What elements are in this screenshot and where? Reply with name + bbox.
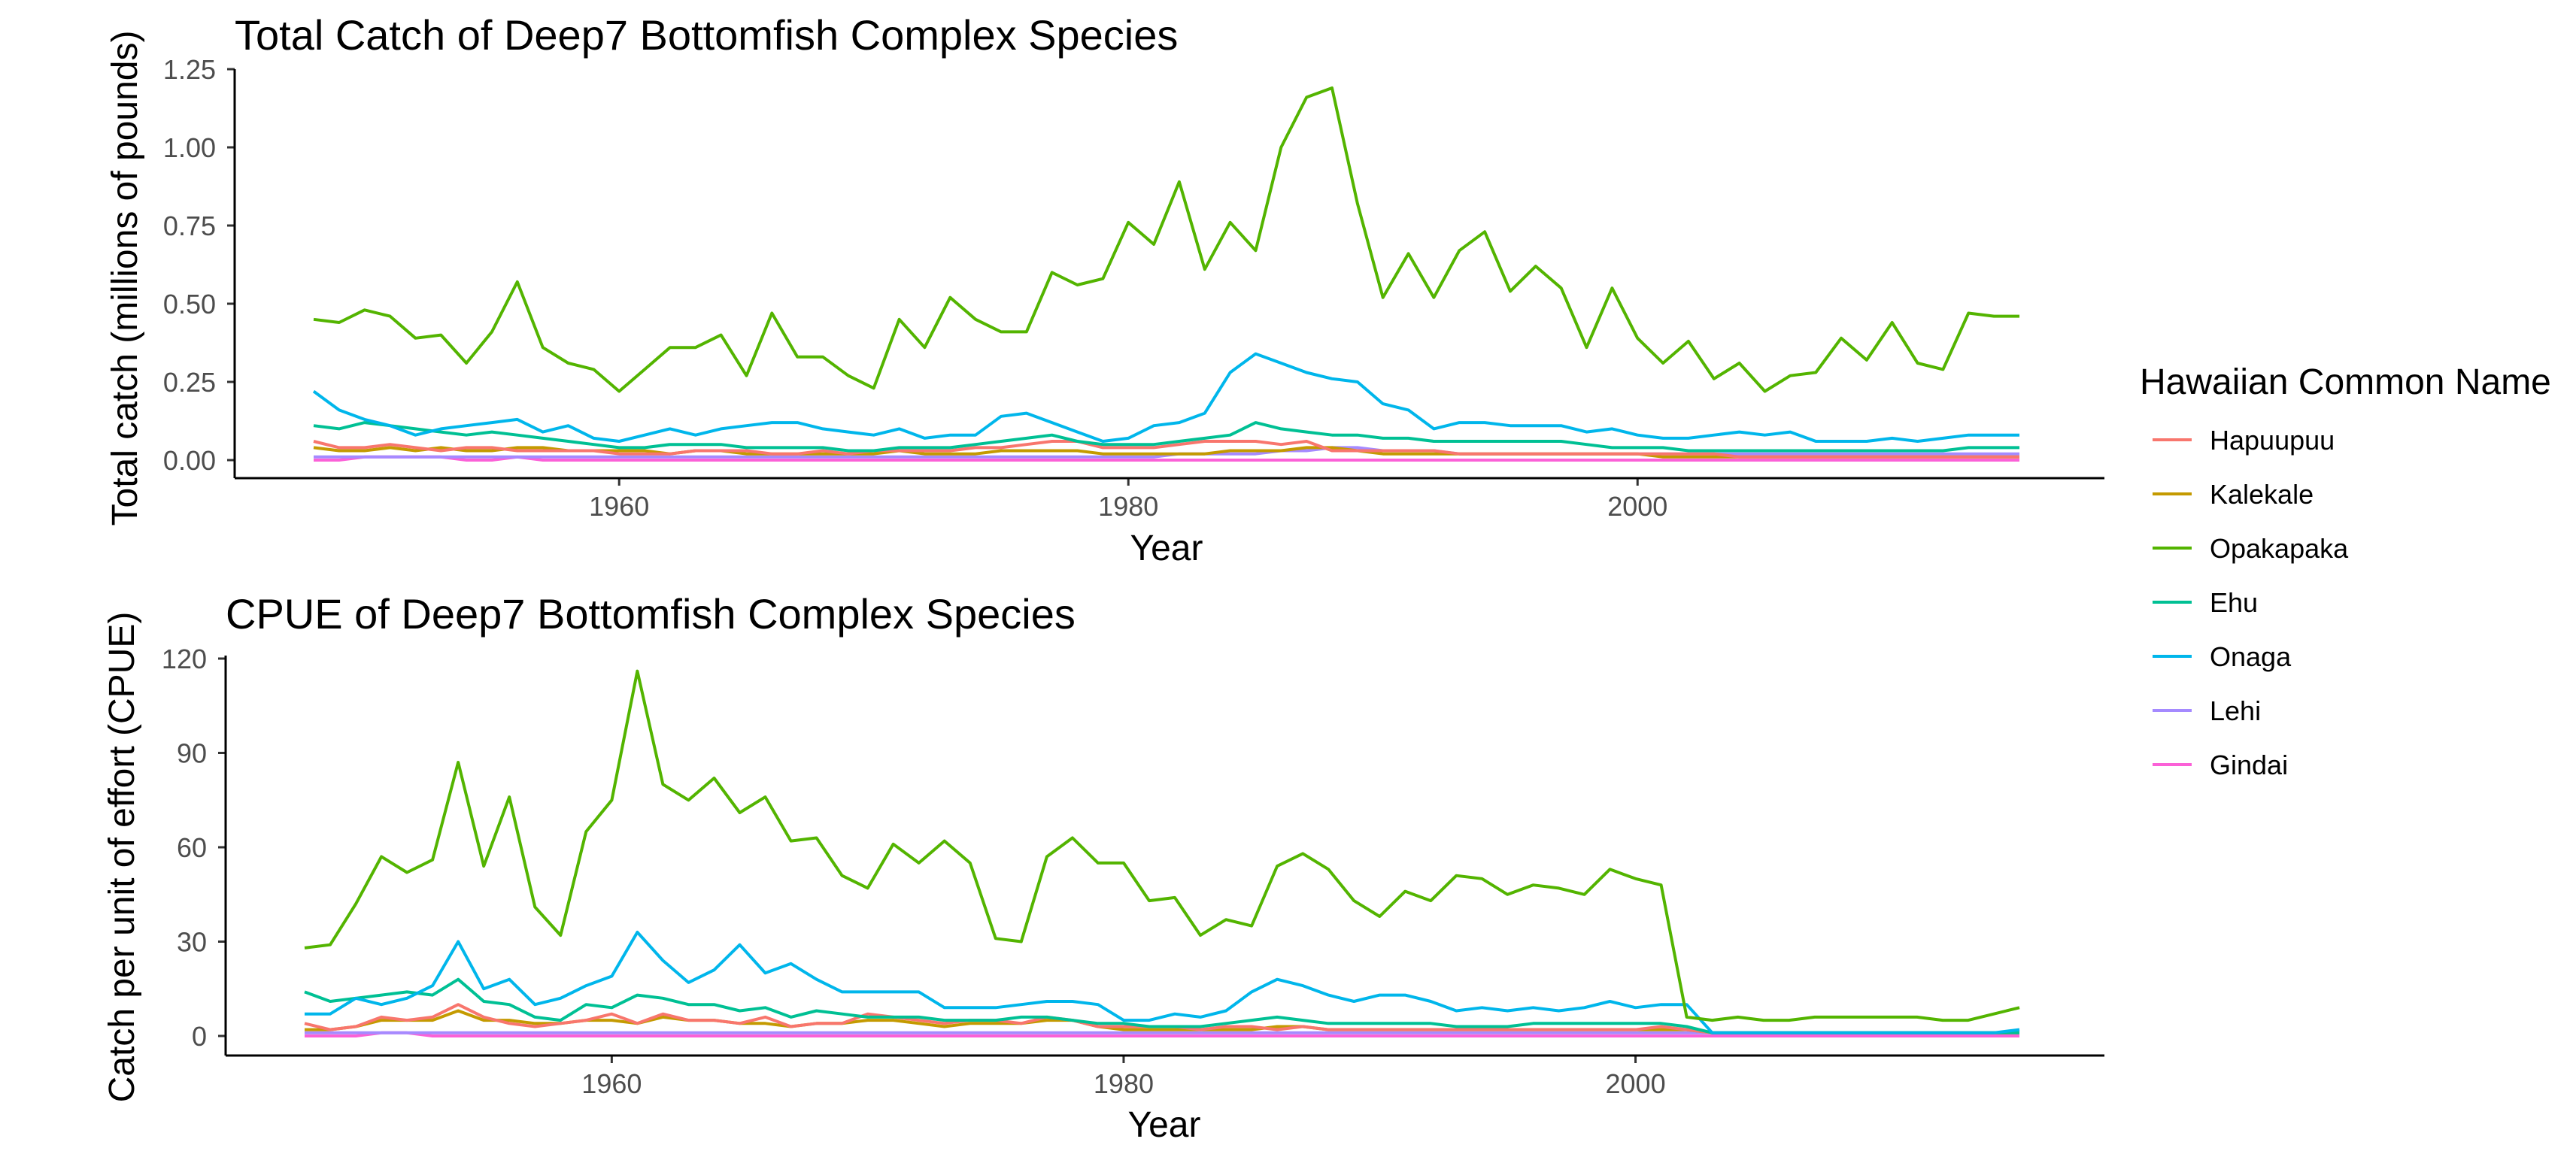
cpue-ylabel: Catch per unit of effort (CPUE) bbox=[102, 612, 142, 1103]
total-catch-ylabel: Total catch (millions of pounds) bbox=[105, 31, 145, 526]
cpue-ytick-label: 90 bbox=[177, 738, 207, 769]
legend-item-gindai: Gindai bbox=[2153, 750, 2288, 780]
legend-label: Kalekale bbox=[2210, 479, 2314, 510]
legend-item-ehu: Ehu bbox=[2153, 587, 2258, 618]
cpue-ticks: 0 30 60 90 120 1960 1980 2000 bbox=[162, 644, 1666, 1099]
legend-title: Hawaiian Common Name bbox=[2140, 362, 2551, 402]
total-catch-ticks: 0.00 0.25 0.50 0.75 1.00 1.25 1960 1980 2000 bbox=[163, 54, 1667, 522]
total-catch-ytick-label: 0.50 bbox=[163, 289, 216, 320]
cpue-xtick-label: 2000 bbox=[1606, 1068, 1666, 1099]
legend-item-onaga: Onaga bbox=[2153, 641, 2292, 672]
cpue-panel: CPUE of Deep7 Bottomfish Complex Species… bbox=[102, 590, 2104, 1145]
total-catch-ytick-label: 1.00 bbox=[163, 132, 216, 163]
total-catch-xtick-label: 1980 bbox=[1098, 491, 1158, 522]
cpue-series-gindai bbox=[305, 1031, 2019, 1037]
total-catch-ytick-label: 0.25 bbox=[163, 367, 216, 398]
cpue-series-opakapaka bbox=[304, 669, 2020, 1022]
total-catch-ytick-label: 1.25 bbox=[163, 54, 216, 85]
total-catch-xtick-label: 1960 bbox=[589, 491, 649, 522]
legend-item-kalekale: Kalekale bbox=[2153, 479, 2314, 510]
cpue-ytick-label: 60 bbox=[177, 832, 207, 863]
total-catch-title: Total Catch of Deep7 Bottomfish Complex … bbox=[235, 11, 1178, 59]
total-catch-series-ehu bbox=[313, 421, 2019, 453]
legend-label: Lehi bbox=[2210, 695, 2261, 726]
total-catch-series-onaga bbox=[312, 352, 2019, 443]
total-catch-series-hapuupuu bbox=[313, 440, 2019, 459]
legend-item-hapuupuu: Hapuupuu bbox=[2153, 425, 2335, 456]
legend-item-lehi: Lehi bbox=[2153, 695, 2261, 726]
legend-items: Hapuupuu Kalekale Opakapaka Ehu Onaga Lehi Gin… bbox=[2153, 425, 2349, 780]
total-catch-series-gindai bbox=[314, 455, 2019, 462]
cpue-xlabel: Year bbox=[1128, 1105, 1201, 1145]
legend-label: Onaga bbox=[2210, 641, 2292, 672]
total-catch-series bbox=[312, 86, 2019, 462]
cpue-title: CPUE of Deep7 Bottomfish Complex Species bbox=[226, 590, 1076, 638]
total-catch-series-opakapaka bbox=[313, 86, 2019, 393]
cpue-series-onaga bbox=[305, 931, 2020, 1034]
cpue-xtick-label: 1960 bbox=[581, 1068, 642, 1099]
legend-label: Ehu bbox=[2210, 587, 2258, 618]
total-catch-xlabel: Year bbox=[1130, 529, 1203, 568]
cpue-series bbox=[304, 669, 2020, 1037]
total-catch-ytick-label: 0.00 bbox=[163, 445, 216, 476]
cpue-xtick-label: 1980 bbox=[1094, 1068, 1154, 1099]
total-catch-ytick-label: 0.75 bbox=[163, 211, 216, 241]
legend: Hawaiian Common Name Hapuupuu Kalekale Opa… bbox=[2140, 362, 2551, 780]
cpue-ytick-label: 30 bbox=[177, 927, 207, 958]
legend-item-opakapaka: Opakapaka bbox=[2153, 533, 2349, 564]
legend-label: Opakapaka bbox=[2210, 533, 2349, 564]
cpue-ytick-label: 0 bbox=[192, 1021, 207, 1052]
total-catch-xtick-label: 2000 bbox=[1607, 491, 1667, 522]
cpue-series-ehu bbox=[304, 977, 2019, 1034]
total-catch-series-lehi bbox=[314, 446, 2019, 459]
cpue-ytick-label: 120 bbox=[162, 644, 207, 674]
legend-label: Gindai bbox=[2210, 750, 2288, 780]
total-catch-panel: Total Catch of Deep7 Bottomfish Complex … bbox=[105, 11, 2104, 568]
legend-label: Hapuupuu bbox=[2210, 425, 2335, 456]
